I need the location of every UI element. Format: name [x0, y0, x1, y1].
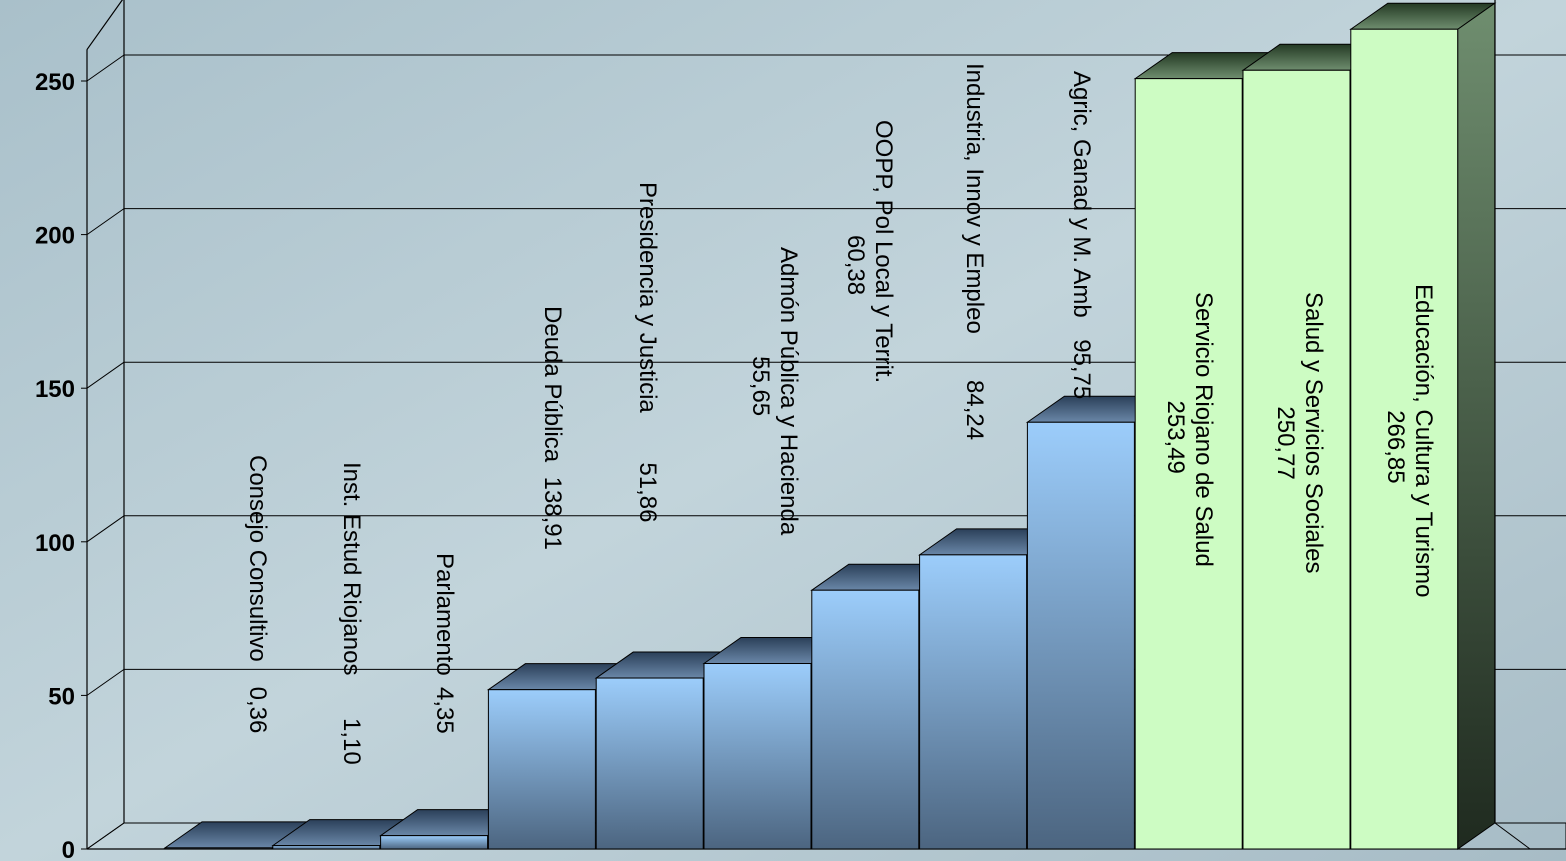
data-label: 138,91 — [539, 477, 566, 550]
data-label: 60,38 — [842, 235, 869, 295]
category-name: Parlamento — [431, 553, 458, 676]
y-tick-label: 50 — [48, 683, 75, 710]
bar-7 — [919, 554, 1028, 850]
data-label: 253,49 — [1162, 401, 1189, 474]
gridline-depth — [86, 668, 125, 696]
data-label: 84,24 — [961, 380, 988, 440]
bar-side-11 — [1457, 2, 1496, 850]
category-label-8: Agric, Ganad y M. Amb 95,75 — [1068, 71, 1095, 399]
category-name: Agric, Ganad y M. Amb — [1068, 71, 1095, 318]
data-label: 0,36 — [244, 687, 271, 734]
category-label-4: Presidencia y Justicia 51,86 — [634, 182, 661, 522]
data-label: 95,75 — [1068, 339, 1095, 399]
category-name: Industria, Innov y Empleo — [961, 63, 988, 334]
category-label-1: Inst. Estud Riojanos 1,10 — [338, 462, 365, 765]
bar-1 — [272, 845, 381, 850]
bar-11 — [1350, 28, 1459, 850]
category-name: Educación, Cultura y Turismo — [1410, 284, 1437, 597]
bar-8 — [1026, 421, 1135, 850]
bar-0 — [164, 847, 273, 850]
bar-10 — [1242, 69, 1351, 850]
category-label-7: Industria, Innov y Empleo 84,24 — [961, 63, 988, 440]
data-label: 4,35 — [431, 687, 458, 734]
bar-5 — [703, 663, 812, 850]
category-name: Salud y Servicios Sociales — [1300, 292, 1327, 573]
bar-2 — [380, 835, 489, 850]
data-label: 55,65 — [747, 356, 774, 416]
category-name: Inst. Estud Riojanos — [338, 462, 365, 675]
y-tick-label: 200 — [35, 223, 75, 250]
category-label-2: Parlamento 4,35 — [431, 553, 458, 734]
data-label: 1,10 — [338, 718, 365, 765]
y-tick-label: 0 — [62, 837, 75, 861]
gridline-depth — [86, 361, 125, 389]
category-name: Admón Pública y Hacienda — [775, 247, 802, 536]
category-name: Deuda Pública — [539, 306, 566, 463]
y-tick-label: 150 — [35, 376, 75, 403]
gridline-depth — [86, 515, 125, 543]
category-label-6: OOPP, Pol Local y Territ.60,38 — [842, 120, 897, 383]
category-name: Servicio Riojano de Salud — [1190, 292, 1217, 567]
side-wall-top-edge — [86, 0, 124, 50]
y-tick-label: 250 — [35, 69, 75, 96]
category-name: OOPP, Pol Local y Territ. — [870, 120, 897, 383]
category-name: Presidencia y Justicia — [634, 182, 661, 413]
bars — [163, 2, 1497, 850]
category-label-3: Deuda Pública 138,91 — [539, 306, 566, 550]
y-tick-label: 100 — [35, 530, 75, 557]
gridline-depth — [86, 54, 125, 82]
gridline-depth — [86, 208, 125, 236]
category-label-0: Consejo Consultivo 0,36 — [244, 455, 271, 733]
data-label: 250,77 — [1272, 406, 1299, 479]
bar-6 — [811, 589, 920, 850]
bar-3 — [487, 689, 596, 850]
data-label: 266,85 — [1382, 410, 1409, 483]
category-labels: Consejo Consultivo 0,36 Inst. Estud Riojan… — [244, 63, 1437, 765]
bar-9 — [1134, 78, 1243, 850]
category-name: Consejo Consultivo — [244, 455, 271, 662]
floor-right-edge — [1494, 822, 1531, 850]
data-label: 51,86 — [634, 462, 661, 522]
bar-4 — [595, 677, 704, 850]
